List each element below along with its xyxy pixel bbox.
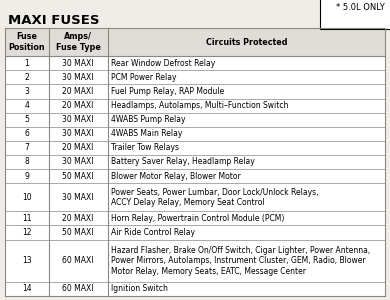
Text: 5: 5 [25, 115, 29, 124]
Text: 12: 12 [22, 228, 32, 237]
Text: 9: 9 [25, 172, 29, 181]
Text: 11: 11 [22, 214, 32, 223]
Text: PCM Power Relay: PCM Power Relay [111, 73, 176, 82]
Text: Blower Motor Relay, Blower Motor: Blower Motor Relay, Blower Motor [111, 172, 240, 181]
Text: Battery Saver Relay, Headlamp Relay: Battery Saver Relay, Headlamp Relay [111, 158, 254, 166]
Text: 30 MAXI: 30 MAXI [62, 129, 94, 138]
Text: 13: 13 [22, 256, 32, 265]
Text: 30 MAXI: 30 MAXI [62, 115, 94, 124]
Text: 30 MAXI: 30 MAXI [62, 73, 94, 82]
Text: 50 MAXI: 50 MAXI [62, 172, 94, 181]
Text: Air Ride Control Relay: Air Ride Control Relay [111, 228, 195, 237]
Text: 60 MAXI: 60 MAXI [62, 284, 94, 293]
Text: 14: 14 [22, 284, 32, 293]
Text: 50 MAXI: 50 MAXI [62, 228, 94, 237]
Text: 20 MAXI: 20 MAXI [62, 214, 94, 223]
Text: 60 MAXI: 60 MAXI [62, 256, 94, 265]
Text: Rear Window Defrost Relay: Rear Window Defrost Relay [111, 59, 215, 68]
Text: * 5.0L ONLY: * 5.0L ONLY [336, 3, 385, 12]
Text: Ignition Switch: Ignition Switch [111, 284, 167, 293]
Text: 4: 4 [25, 101, 29, 110]
Text: 20 MAXI: 20 MAXI [62, 87, 94, 96]
Text: MAXI FUSES: MAXI FUSES [8, 14, 99, 27]
Text: Amps/
Fuse Type: Amps/ Fuse Type [56, 32, 101, 52]
Text: Circuits Protected: Circuits Protected [206, 38, 287, 46]
Bar [5, 28, 385, 56]
Text: Headlamps, Autolamps, Multi–Function Switch: Headlamps, Autolamps, Multi–Function Swi… [111, 101, 288, 110]
Text: 3: 3 [25, 87, 29, 96]
Text: Trailer Tow Relays: Trailer Tow Relays [111, 143, 179, 152]
Text: 7: 7 [25, 143, 29, 152]
Text: 6: 6 [25, 129, 29, 138]
Text: Hazard Flasher, Brake On/Off Switch, Cigar Lighter, Power Antenna,
Power Mirrors: Hazard Flasher, Brake On/Off Switch, Cig… [111, 246, 370, 276]
Text: Power Seats, Power Lumbar, Door Lock/Unlock Relays,
ACCY Delay Relay, Memory Sea: Power Seats, Power Lumbar, Door Lock/Unl… [111, 188, 318, 207]
Text: 4WABS Pump Relay: 4WABS Pump Relay [111, 115, 185, 124]
Text: 30 MAXI: 30 MAXI [62, 59, 94, 68]
Text: Horn Relay, Powertrain Control Module (PCM): Horn Relay, Powertrain Control Module (P… [111, 214, 284, 223]
Text: Fuel Pump Relay, RAP Module: Fuel Pump Relay, RAP Module [111, 87, 224, 96]
Text: 30 MAXI: 30 MAXI [62, 158, 94, 166]
Text: 20 MAXI: 20 MAXI [62, 101, 94, 110]
Text: 2: 2 [25, 73, 29, 82]
Text: 8: 8 [25, 158, 29, 166]
Text: 20 MAXI: 20 MAXI [62, 143, 94, 152]
Text: Fuse
Position: Fuse Position [9, 32, 45, 52]
Text: 10: 10 [22, 193, 32, 202]
Text: 30 MAXI: 30 MAXI [62, 193, 94, 202]
Bar [5, 28, 385, 296]
Text: 4WABS Main Relay: 4WABS Main Relay [111, 129, 182, 138]
Text: 1: 1 [25, 59, 29, 68]
